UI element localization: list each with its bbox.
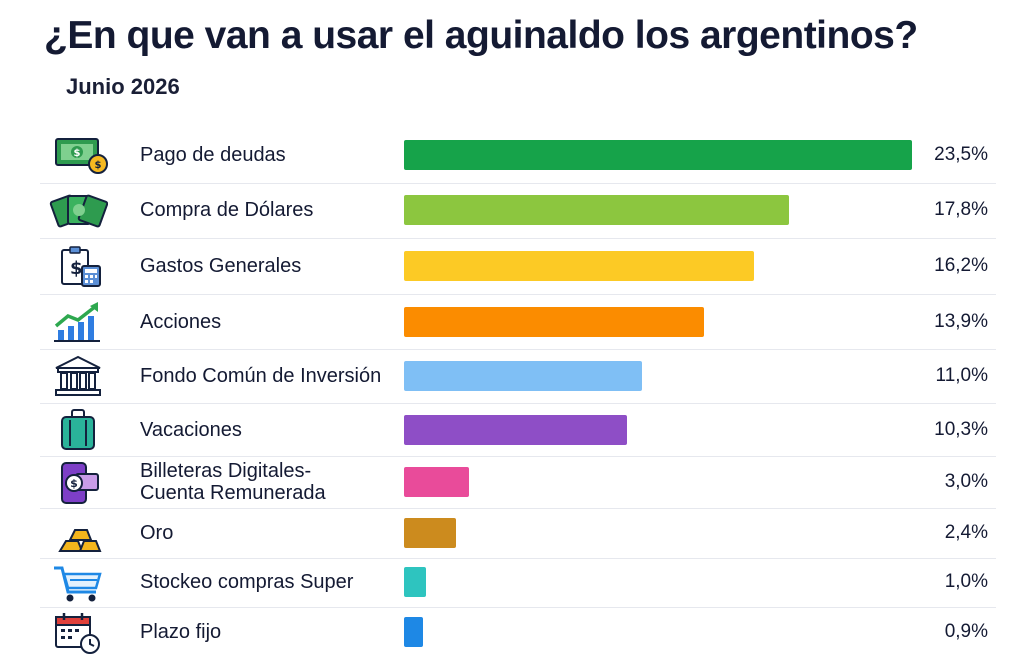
svg-text:$: $ <box>70 258 83 279</box>
bar <box>404 195 789 225</box>
value-label: 11,0% <box>935 365 988 386</box>
svg-text:$: $ <box>74 148 81 159</box>
bar <box>404 567 426 597</box>
gold-bars-icon <box>48 511 108 555</box>
row-separator <box>40 349 996 350</box>
category-label: Vacaciones <box>140 419 242 441</box>
shopping-cart-icon <box>48 560 108 604</box>
row-separator <box>40 456 996 457</box>
row-separator <box>40 508 996 509</box>
suitcase-icon <box>48 408 108 452</box>
value-label: 17,8% <box>934 199 988 220</box>
value-label: 16,2% <box>934 255 988 276</box>
value-label: 2,4% <box>944 522 988 543</box>
category-label: Stockeo compras Super <box>140 571 354 593</box>
value-label: 23,5% <box>934 144 988 165</box>
bar <box>404 307 705 337</box>
row-separator <box>40 238 996 239</box>
value-label: 0,9% <box>944 621 988 642</box>
calculator-icon: $ <box>48 244 108 288</box>
bar <box>404 467 469 497</box>
money-stack-icon <box>48 188 109 232</box>
chart-row: Stockeo compras Super 1,0% <box>40 558 996 606</box>
chart-row: $ $ Pago de deudas 23,5% <box>40 131 996 179</box>
chart-row: Acciones 13,9% <box>40 298 996 346</box>
category-label: Fondo Común de Inversión <box>140 365 382 387</box>
chart-subtitle: Junio 2026 <box>66 74 180 99</box>
calendar-clock-icon <box>48 610 108 654</box>
value-label: 10,3% <box>934 419 988 440</box>
category-label: Billeteras Digitales- Cuenta Remunerada <box>140 460 326 504</box>
category-label: Gastos Generales <box>140 255 302 277</box>
bank-icon <box>48 354 108 398</box>
chart-row: Oro 2,4% <box>40 509 996 557</box>
value-label: 3,0% <box>944 471 988 492</box>
value-label: 1,0% <box>944 571 988 592</box>
digital-wallet-icon: $ <box>48 460 108 504</box>
row-separator <box>40 403 996 404</box>
row-separator <box>40 607 996 608</box>
row-separator <box>40 183 996 184</box>
bar <box>404 140 912 170</box>
svg-text:$: $ <box>70 477 78 490</box>
value-label: 13,9% <box>934 311 988 332</box>
category-label: Oro <box>140 522 174 544</box>
bar <box>404 617 424 647</box>
chart-row: Plazo fijo 0,9% <box>40 608 996 656</box>
chart-row: $ Gastos Generales 16,2% <box>40 242 996 290</box>
chart-row: $ Billeteras Digitales- Cuenta Remunerada… <box>40 458 996 506</box>
row-separator <box>40 558 996 559</box>
category-label: Pago de deudas <box>140 144 286 166</box>
category-label: Compra de Dólares <box>140 199 314 221</box>
row-separator <box>40 294 996 295</box>
chart-row: Vacaciones 10,3% <box>40 406 996 454</box>
bar <box>404 251 755 281</box>
chart-row: Compra de Dólares 17,8% <box>40 186 996 234</box>
cash-icon: $ $ <box>48 133 108 177</box>
bar <box>404 518 456 548</box>
svg-text:$: $ <box>95 160 102 171</box>
bar <box>404 361 642 391</box>
bar <box>404 415 627 445</box>
category-label: Plazo fijo <box>140 621 222 643</box>
chart-row: Fondo Común de Inversión 11,0% <box>40 352 996 400</box>
category-label: Acciones <box>140 311 222 333</box>
chart-growth-icon <box>48 300 108 344</box>
chart-title: ¿En que van a usar el aguinaldo los arge… <box>44 14 918 57</box>
